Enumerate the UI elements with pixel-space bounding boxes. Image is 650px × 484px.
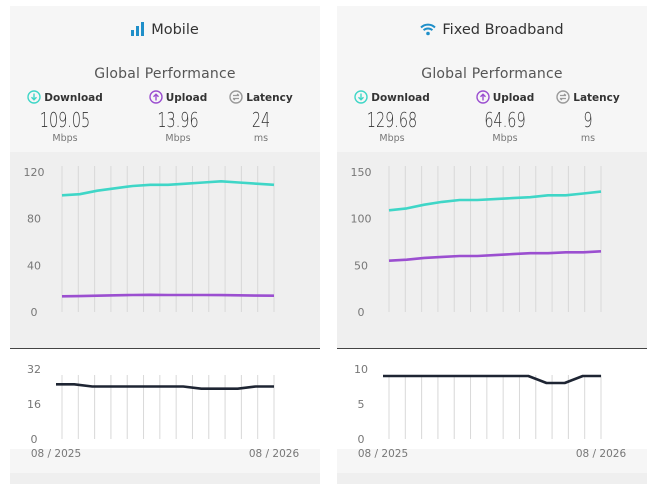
y-tick-label: 5 bbox=[358, 398, 365, 411]
wifi-icon bbox=[420, 22, 437, 40]
speed-chart-svg: 150 100 50 0 bbox=[351, 166, 602, 319]
download-value: 129.68 bbox=[366, 108, 418, 132]
upload-value: 64.69 bbox=[484, 108, 526, 132]
y-tick-label: 120 bbox=[24, 166, 45, 179]
performance-title: Global Performance bbox=[421, 66, 563, 82]
latency-chart-svg: 32 16 0 08 / 2025 08 / 2026 bbox=[27, 363, 300, 459]
y-tick-label: 40 bbox=[27, 259, 41, 272]
download-arrow-icon bbox=[27, 90, 44, 104]
chart-divider bbox=[337, 348, 647, 349]
upload-arrow-icon bbox=[476, 90, 493, 104]
download-metric: Download 129.68 Mbps bbox=[337, 88, 447, 152]
y-tick-label: 150 bbox=[351, 166, 372, 179]
upload-series-line bbox=[61, 293, 275, 298]
latency-series-line bbox=[56, 382, 274, 391]
y-tick-label: 10 bbox=[354, 363, 368, 376]
upload-unit: Mbps bbox=[492, 133, 518, 144]
y-tick-label: 0 bbox=[31, 306, 38, 319]
latency-chart: 32 16 0 08 / 2025 08 / 2026 bbox=[10, 349, 320, 459]
y-tick-label: 50 bbox=[354, 259, 368, 272]
latency-chart: 10 5 0 08 / 2025 08 / 2026 bbox=[337, 349, 647, 459]
download-series-line bbox=[388, 190, 602, 212]
speed-chart: 150 100 50 0 bbox=[337, 152, 647, 348]
card-title: Fixed Broadband bbox=[337, 22, 647, 40]
x-tick-label-start: 08 / 2025 bbox=[31, 448, 81, 459]
card-title-label: Mobile bbox=[151, 22, 199, 38]
y-tick-label: 80 bbox=[27, 213, 41, 226]
chart-divider bbox=[10, 348, 320, 349]
upload-arrow-icon bbox=[149, 90, 166, 104]
latency-chart-svg: 10 5 0 08 / 2025 08 / 2026 bbox=[354, 363, 627, 459]
latency-label: Latency bbox=[573, 92, 620, 104]
x-tick-label-start: 08 / 2025 bbox=[358, 448, 408, 459]
bottom-strip bbox=[337, 473, 647, 484]
x-tick-label-end: 08 / 2026 bbox=[249, 448, 300, 459]
upload-metric: Upload 64.69 Mbps bbox=[450, 88, 560, 152]
y-tick-label: 32 bbox=[27, 363, 41, 376]
y-tick-label: 100 bbox=[351, 213, 372, 226]
download-value: 109.05 bbox=[39, 108, 91, 132]
latency-label: Latency bbox=[246, 92, 293, 104]
signal-bars-icon bbox=[131, 22, 145, 40]
latency-metric: Latency 24 ms bbox=[206, 88, 316, 152]
mobile-card: Mobile Global Performance Download 109.0… bbox=[10, 6, 320, 484]
download-series-line bbox=[61, 179, 275, 197]
card-title-label: Fixed Broadband bbox=[442, 22, 564, 38]
upload-series-line bbox=[388, 250, 602, 262]
x-tick-label-end: 08 / 2026 bbox=[576, 448, 627, 459]
download-label: Download bbox=[44, 92, 103, 104]
card-title: Mobile bbox=[10, 22, 320, 40]
bottom-strip bbox=[10, 473, 320, 484]
latency-series-line bbox=[383, 374, 601, 385]
latency-unit: ms bbox=[580, 133, 596, 144]
y-tick-label: 0 bbox=[358, 433, 365, 446]
y-tick-label: 0 bbox=[358, 306, 365, 319]
fixed-broadband-card: Fixed Broadband Global Performance Downl… bbox=[337, 6, 647, 484]
latency-unit: ms bbox=[253, 133, 269, 144]
upload-value: 13.96 bbox=[157, 108, 199, 132]
upload-unit: Mbps bbox=[165, 133, 191, 144]
latency-value: 24 bbox=[251, 108, 271, 132]
upload-label: Upload bbox=[492, 92, 535, 104]
download-unit: Mbps bbox=[379, 133, 405, 144]
latency-metric: Latency 9 ms bbox=[533, 88, 643, 152]
performance-title: Global Performance bbox=[94, 66, 236, 82]
upload-metric: Upload 13.96 Mbps bbox=[123, 88, 233, 152]
download-arrow-icon bbox=[354, 90, 371, 104]
latency-value: 9 bbox=[583, 108, 593, 132]
speed-chart: 120 80 40 0 bbox=[10, 152, 320, 348]
download-label: Download bbox=[371, 92, 430, 104]
download-unit: Mbps bbox=[52, 133, 78, 144]
latency-icon bbox=[229, 90, 246, 104]
y-tick-label: 0 bbox=[31, 433, 38, 446]
latency-icon bbox=[556, 90, 573, 104]
upload-label: Upload bbox=[165, 92, 208, 104]
y-tick-label: 16 bbox=[27, 398, 41, 411]
speed-chart-svg: 120 80 40 0 bbox=[24, 166, 275, 319]
download-metric: Download 109.05 Mbps bbox=[10, 88, 120, 152]
